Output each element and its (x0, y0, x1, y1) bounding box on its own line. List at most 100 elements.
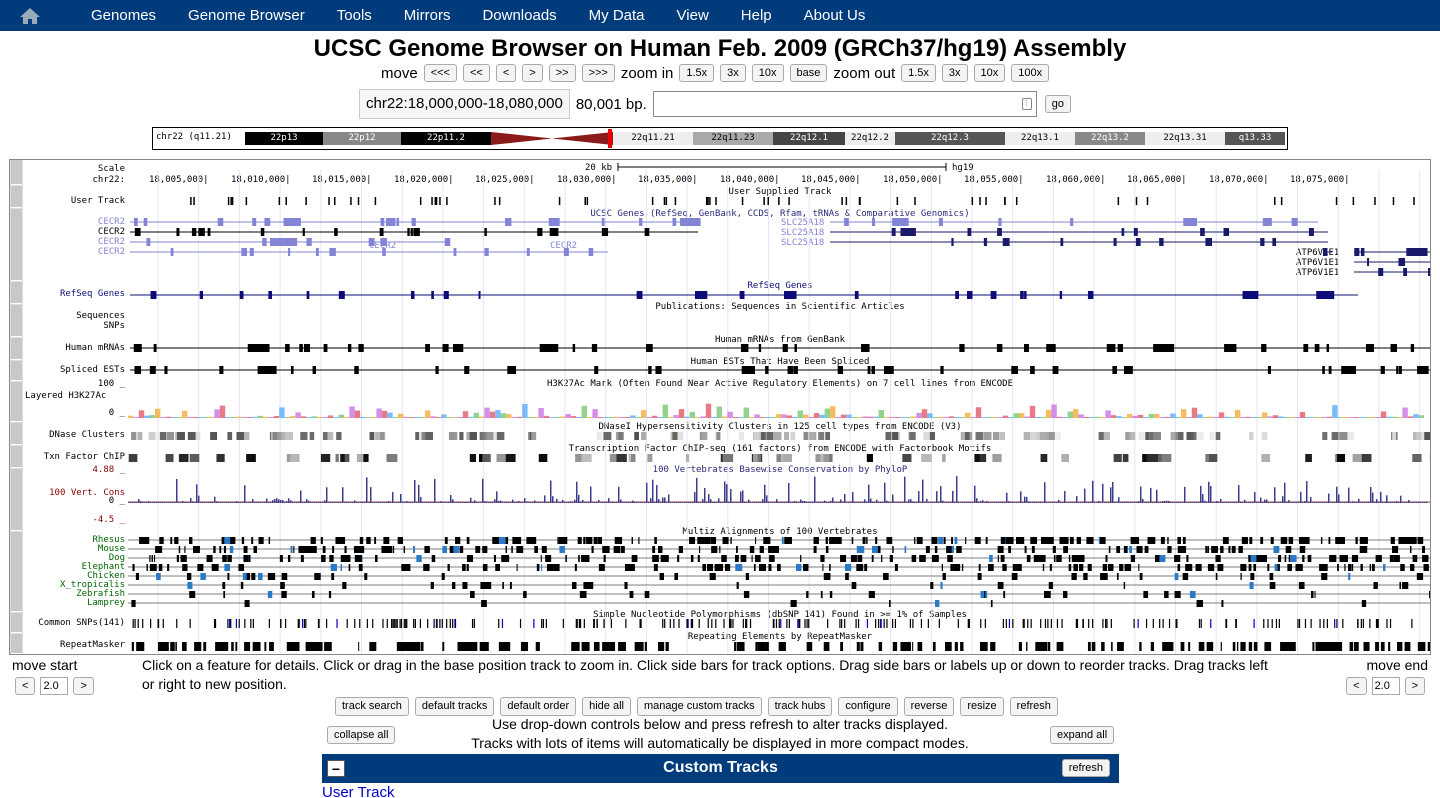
go-button[interactable]: go (1044, 95, 1071, 113)
rmsk-label[interactable]: RepeatMasker (59, 640, 125, 650)
cons-bar (1252, 501, 1254, 503)
custom-tracks-refresh-button[interactable]: refresh (1061, 759, 1110, 777)
species-label[interactable]: Dog (108, 553, 125, 563)
nav-downloads[interactable]: Downloads (482, 7, 557, 24)
cecr2-label[interactable]: CECR2 (97, 217, 125, 227)
zoom-in-3x-button[interactable]: 3x (720, 64, 746, 82)
cons-bar (202, 502, 204, 503)
mrna-label[interactable]: Human mRNAs (65, 343, 125, 353)
position-search-input[interactable]: ⋮ (652, 91, 1037, 117)
zoom-out-10x-button[interactable]: 10x (973, 64, 1006, 82)
move-right-button[interactable]: >> (548, 64, 576, 82)
atp6v1e1-label[interactable]: ATP6V1E1 (1296, 268, 1340, 278)
expand-all-button[interactable]: expand all (1050, 726, 1115, 744)
nav-genome-browser[interactable]: Genome Browser (188, 7, 305, 24)
track-hubs-button[interactable]: track hubs (767, 697, 833, 716)
configure-button[interactable]: configure (838, 697, 898, 716)
zoom-out-1-5x-button[interactable]: 1.5x (901, 64, 936, 82)
species-label[interactable]: Rhesus (92, 535, 125, 545)
nav-help[interactable]: Help (740, 7, 772, 24)
move-end-left-button[interactable]: < (1346, 677, 1367, 695)
track-image-panel[interactable]: Scale chr22: User Track CECR2 CECR2 CECR… (9, 159, 1431, 655)
nav-tools[interactable]: Tools (336, 7, 372, 24)
centromere (491, 132, 613, 145)
species-label[interactable]: Elephant (81, 562, 125, 572)
nav-view[interactable]: View (676, 7, 709, 24)
zoom-in-base-button[interactable]: base (789, 64, 828, 82)
nav-genomes[interactable]: Genomes (91, 7, 157, 24)
refseq-label[interactable]: RefSeq Genes (59, 289, 125, 299)
snp-label[interactable]: Common SNPs(141) (38, 618, 125, 628)
dnase-label[interactable]: DNase Clusters (49, 430, 125, 440)
move-end-right-button[interactable]: > (1404, 677, 1425, 695)
user-track-link[interactable]: User Track (322, 784, 395, 798)
refresh-button[interactable]: refresh (1009, 697, 1058, 716)
h3k-label[interactable]: Layered H3K27Ac (25, 391, 107, 401)
cecr2-label[interactable]: CECR2 (97, 237, 125, 247)
move-start-input[interactable]: 2.0 (40, 677, 69, 695)
zoom-in-10x-button[interactable]: 10x (751, 64, 784, 82)
slc25a18-exon (1121, 228, 1125, 236)
move-left-button[interactable]: << (462, 64, 490, 82)
est-label[interactable]: Spliced ESTs (59, 365, 125, 375)
species-label[interactable]: Mouse (97, 544, 125, 554)
slc25a18-label[interactable]: SLC25A18 (781, 238, 825, 248)
user-track-label[interactable]: User Track (70, 196, 125, 206)
cons-bar (632, 500, 634, 503)
species-label[interactable]: X_tropicalis (59, 580, 125, 590)
move-end-input[interactable]: 2.0 (1371, 677, 1400, 695)
species-label[interactable]: Zebrafish (76, 589, 125, 599)
est-exon (884, 366, 894, 374)
move-start-left-button[interactable]: < (15, 677, 36, 695)
h3k-bar (209, 416, 215, 418)
cons-label[interactable]: 100 Vert. Cons (49, 488, 125, 498)
species-label[interactable]: Lamprey (87, 598, 125, 608)
tfbs-label[interactable]: Txn Factor ChIP (43, 452, 125, 462)
manage-custom-tracks-button[interactable]: manage custom tracks (636, 697, 762, 716)
nav-about-us[interactable]: About Us (803, 7, 866, 24)
move-left-small-button[interactable]: < (495, 64, 517, 82)
cons-bar (564, 501, 566, 503)
reverse-button[interactable]: reverse (903, 697, 955, 716)
chromosome-ideogram[interactable]: chr22 (q11.21) 22p13 22p12 22p11.2 22q11… (152, 127, 1288, 150)
cecr2-label[interactable]: CECR2 (97, 227, 125, 237)
slc25a18-label[interactable]: SLC25A18 (781, 218, 825, 228)
multiz-block (689, 537, 696, 544)
atp6v1e1-label[interactable]: ATP6V1E1 (1296, 258, 1340, 268)
collapse-all-button[interactable]: collapse all (327, 726, 396, 744)
dnase-cluster (487, 432, 494, 440)
slc25a18-label[interactable]: SLC25A18 (781, 228, 825, 238)
zoom-out-3x-button[interactable]: 3x (941, 64, 968, 82)
nav-mirrors[interactable]: Mirrors (403, 7, 451, 24)
move-start-right-button[interactable]: > (73, 677, 94, 695)
input-toggle-icon[interactable]: ⋮ (1021, 98, 1032, 110)
mrna-exon (646, 344, 653, 352)
default-tracks-button[interactable]: default tracks (414, 697, 495, 716)
hide-all-button[interactable]: hide all (582, 697, 631, 716)
move-right-far-button[interactable]: >>> (581, 64, 615, 82)
collapse-icon[interactable]: − (327, 760, 345, 777)
snp-mark (678, 619, 680, 628)
move-left-far-button[interactable]: <<< (423, 64, 457, 82)
multiz-block (260, 537, 264, 544)
cons-bar (1382, 501, 1384, 503)
track-data-drawing[interactable] (128, 160, 1431, 654)
move-right-small-button[interactable]: > (522, 64, 543, 82)
cecr2-label[interactable]: CECR2 (97, 247, 125, 257)
atp6v1e1-label[interactable]: ATP6V1E1 (1296, 248, 1340, 258)
pubs-sequences-label[interactable]: Sequences (76, 311, 125, 321)
track-search-button[interactable]: track search (335, 697, 409, 716)
nav-my-data[interactable]: My Data (588, 7, 645, 24)
home-icon[interactable] (0, 0, 60, 31)
multiz-block (1105, 555, 1108, 562)
resize-button[interactable]: resize (960, 697, 1004, 716)
zoom-out-100x-button[interactable]: 100x (1011, 64, 1050, 82)
cecr2-inner-label[interactable]: CECR2 (550, 241, 578, 251)
default-order-button[interactable]: default order (500, 697, 577, 716)
zoom-in-1-5x-button[interactable]: 1.5x (679, 64, 715, 82)
species-label[interactable]: Chicken (87, 571, 125, 581)
multiz-block (823, 573, 831, 580)
h3k-bar (857, 416, 863, 418)
track-side-bars[interactable] (10, 160, 23, 654)
pubs-snps-label[interactable]: SNPs (103, 321, 125, 331)
